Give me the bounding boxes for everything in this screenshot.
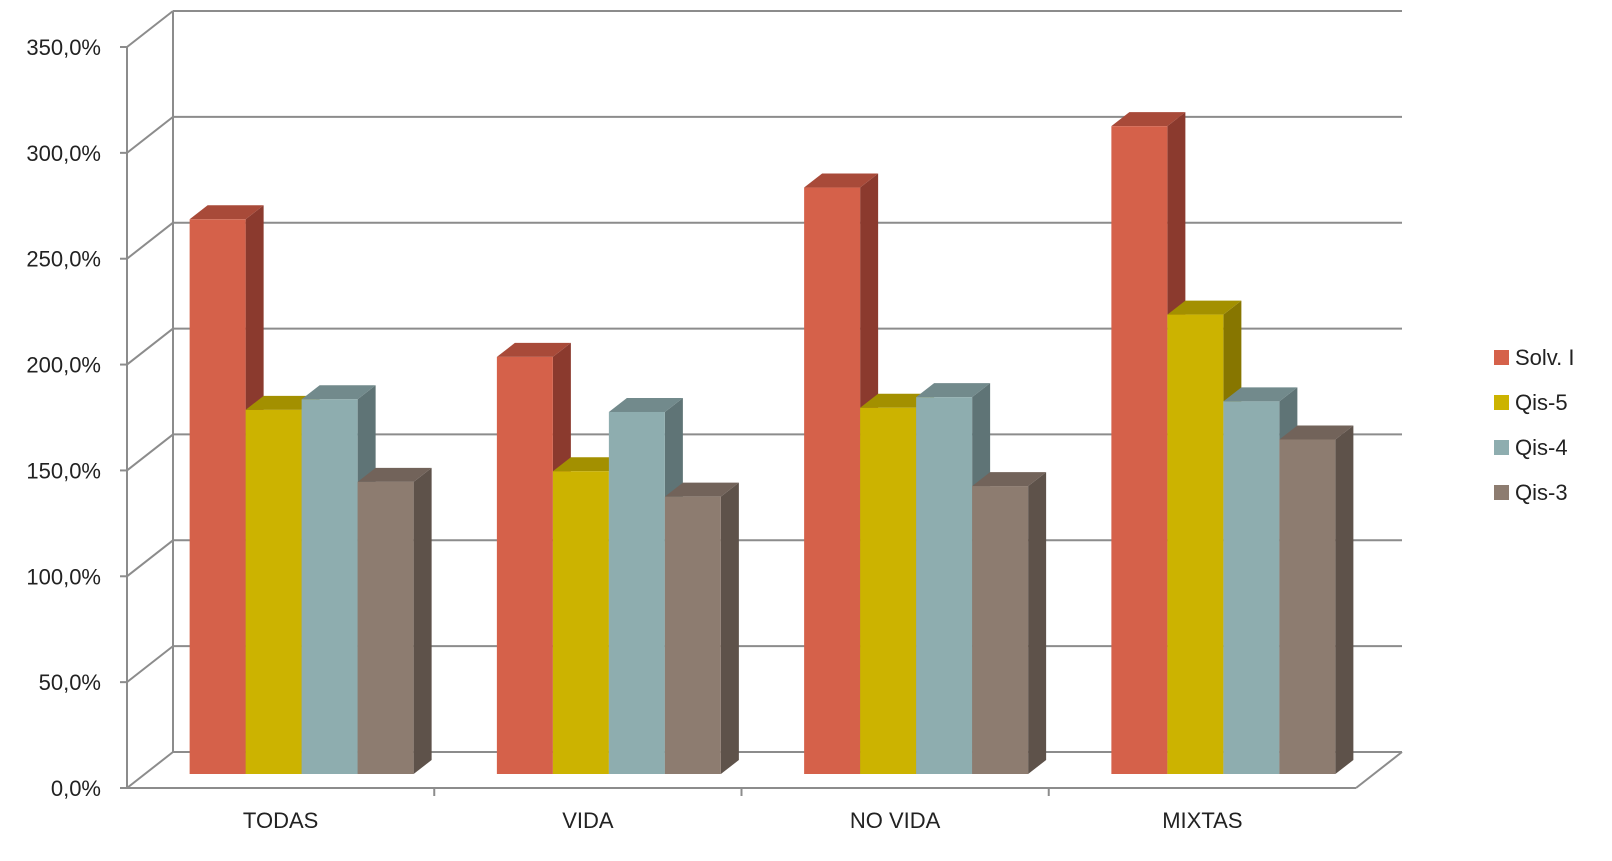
bar-top-face (1167, 300, 1242, 315)
legend-label: Qis-4 (1515, 435, 1568, 460)
bar-side-face (413, 467, 432, 774)
gridline-side (126, 645, 174, 683)
y-tick-label: 250,0% (26, 247, 101, 272)
bar-top-face (804, 173, 879, 188)
y-tick-label: 50,0% (39, 670, 101, 695)
legend-swatch (1494, 395, 1509, 410)
x-category-label: MIXTAS (1162, 808, 1242, 833)
bar-front-face (1167, 314, 1224, 774)
x-category-label: VIDA (562, 808, 614, 833)
gridline-side (126, 10, 174, 48)
bar-front-face (804, 187, 861, 775)
bar (664, 482, 739, 774)
y-tick-label: 200,0% (26, 353, 101, 378)
bar-top-face (916, 383, 991, 398)
legend-swatch (1494, 440, 1509, 455)
legend-swatch (1494, 485, 1509, 500)
bar-front-face (552, 471, 609, 774)
y-tick-label: 350,0% (26, 35, 101, 60)
bar-top-face (552, 457, 627, 472)
floor-right-edge (1355, 751, 1403, 789)
bar-front-face (357, 481, 414, 774)
y-axis-tick-labels: 0,0% 50,0% 100,0% 150,0% 200,0% 250,0% 300,0% 3… (26, 35, 101, 801)
legend-item: Solv. I (1494, 345, 1575, 370)
bar-front-face (972, 486, 1029, 774)
bar (357, 467, 432, 774)
bar-top-face (357, 467, 432, 482)
gridline-side (126, 751, 174, 789)
bar-front-face (664, 496, 721, 774)
y-tick-label: 0,0% (51, 776, 101, 801)
bar-top-face (1279, 425, 1354, 440)
bar-top-face (1111, 112, 1186, 127)
bar-side-face (1335, 425, 1354, 774)
legend-item: Qis-4 (1494, 435, 1568, 460)
bar-top-face (301, 385, 376, 400)
legend-item: Qis-5 (1494, 390, 1568, 415)
gridline-side (126, 327, 174, 366)
bar-front-face (301, 399, 358, 774)
legend-label: Qis-5 (1515, 390, 1568, 415)
gridline-side (126, 433, 174, 472)
bar-front-face (1223, 401, 1280, 774)
bar-front-face (245, 409, 302, 774)
bar-front-face (608, 411, 665, 774)
gridline-side (126, 539, 174, 578)
gridline-side (126, 221, 174, 260)
bar-front-face (496, 356, 553, 774)
bar-side-face (1028, 472, 1047, 774)
bar-top-face (245, 395, 320, 410)
bar-top-face (1223, 387, 1298, 402)
gridline-side (126, 116, 174, 154)
bar-top-face (860, 393, 935, 408)
x-axis-category-labels: TODAS VIDA NO VIDA MIXTAS (243, 808, 1243, 833)
legend: Solv. I Qis-5 Qis-4 Qis-3 (1494, 345, 1575, 505)
bar-front-face (1279, 439, 1336, 774)
bar-top-face (496, 342, 571, 357)
bar-side-face (720, 482, 739, 774)
bar (972, 472, 1047, 774)
legend-item: Qis-3 (1494, 480, 1568, 505)
bar-top-face (608, 397, 683, 412)
x-category-label: NO VIDA (850, 808, 941, 833)
legend-label: Solv. I (1515, 345, 1575, 370)
bar-front-face (916, 397, 973, 774)
bar-series (189, 112, 1354, 775)
axes (120, 46, 1050, 796)
bar-front-face (189, 219, 246, 774)
x-category-label: TODAS (243, 808, 318, 833)
bar-top-face (664, 482, 739, 497)
y-tick-label: 100,0% (26, 564, 101, 589)
bar-front-face (1111, 126, 1168, 774)
bar-top-face (972, 472, 1047, 487)
legend-swatch (1494, 350, 1509, 365)
y-tick-label: 300,0% (26, 141, 101, 166)
bar (1279, 425, 1354, 774)
legend-label: Qis-3 (1515, 480, 1568, 505)
bar-front-face (860, 407, 917, 774)
y-tick-label: 150,0% (26, 458, 101, 483)
bar-top-face (189, 205, 264, 220)
